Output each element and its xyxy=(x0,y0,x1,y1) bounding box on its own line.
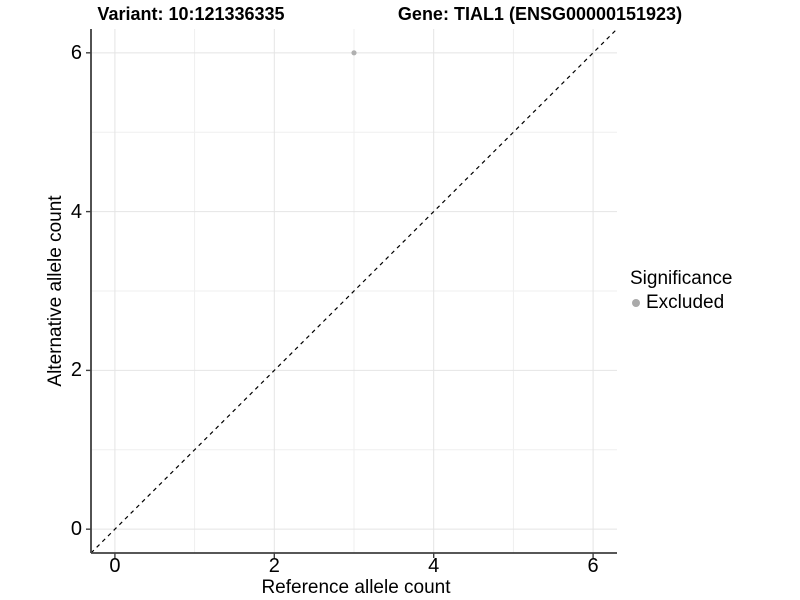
y-axis-tick-label: 6 xyxy=(70,41,82,64)
y-axis-tick-label: 0 xyxy=(70,518,82,541)
y-axis-tick-label: 2 xyxy=(70,359,82,382)
x-axis-tick-label: 2 xyxy=(268,555,280,577)
legend-point-icon xyxy=(632,299,640,307)
legend-item-label: Excluded xyxy=(646,292,725,313)
gene-title: Gene: TIAL1 (ENSG00000151923) xyxy=(397,4,683,24)
legend-title: Significance xyxy=(630,268,733,289)
x-axis-tick-label: 4 xyxy=(428,555,440,577)
x-axis-title: Reference allele count xyxy=(261,577,451,598)
x-axis-tick-label: 6 xyxy=(587,555,599,577)
x-axis-tick-label: 0 xyxy=(109,555,121,577)
legend-item: Excluded xyxy=(632,292,732,314)
y-axis-tick-label: 4 xyxy=(70,200,82,223)
variant-title: Variant: 10:121336335 xyxy=(97,4,285,24)
y-axis-title: Alternative allele count xyxy=(45,195,66,387)
legend: Significance Excluded xyxy=(630,268,732,314)
